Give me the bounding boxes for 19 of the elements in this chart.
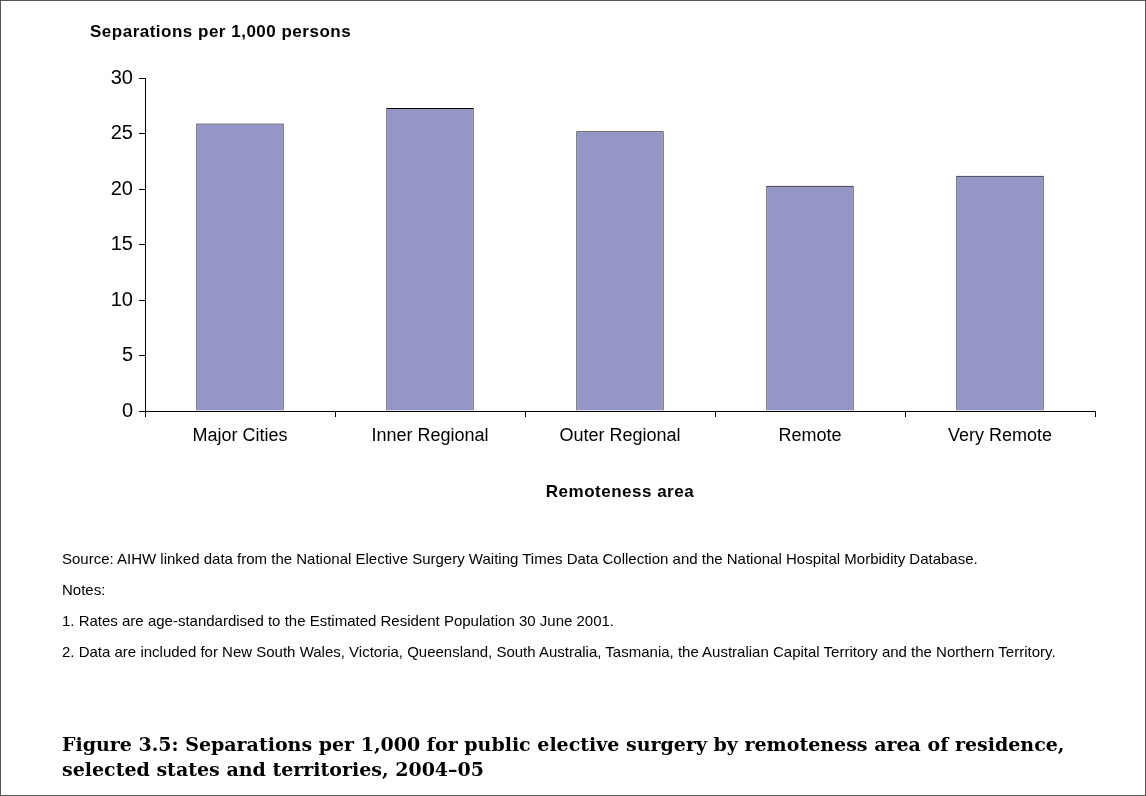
y-tick-label: 20 — [110, 176, 133, 199]
y-tick-label: 0 — [121, 398, 133, 421]
x-axis-title: Remoteness area — [544, 482, 696, 502]
text: 1. Rates are age-standardised to the Estimated Resident Population 30 June 2001. — [62, 611, 616, 631]
y-tick-label: 10 — [110, 287, 133, 310]
x-tick-label: Inner Regional — [371, 424, 489, 445]
y-tick-label: 25 — [110, 121, 133, 144]
text: 2. Data are included for New South Wales, Victoria, Queensland, South Australia, Tasmania, the Australian Capital Territory and the Northern Territory. — [62, 642, 1057, 662]
source-note: Source: AIHW linked data from the National Elective Surgery Waiting Times Data Collection and the National Hospital Morbidity Database. — [62, 549, 979, 569]
y-tick-label: 30 — [110, 65, 133, 88]
y-tick-label: 5 — [121, 343, 133, 366]
x-tick-label: Very Remote — [947, 424, 1053, 445]
x-tick-label: Remote — [778, 424, 842, 445]
x-tick-label: Major Cities — [192, 424, 288, 445]
text: Figure 3.5: Separations per 1,000 for public elective surgery by remoteness area of residence, selected states and territories, 2004–05 — [62, 732, 1066, 782]
y-tick-label: 15 — [110, 232, 133, 255]
y-axis-title: Separations per 1,000 persons — [90, 22, 352, 42]
x-tick-label: Outer Regional — [559, 424, 681, 445]
text: Notes: — [62, 580, 107, 600]
